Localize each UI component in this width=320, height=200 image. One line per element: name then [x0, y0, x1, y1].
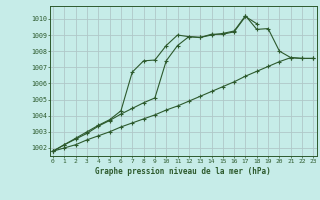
X-axis label: Graphe pression niveau de la mer (hPa): Graphe pression niveau de la mer (hPa): [95, 167, 271, 176]
